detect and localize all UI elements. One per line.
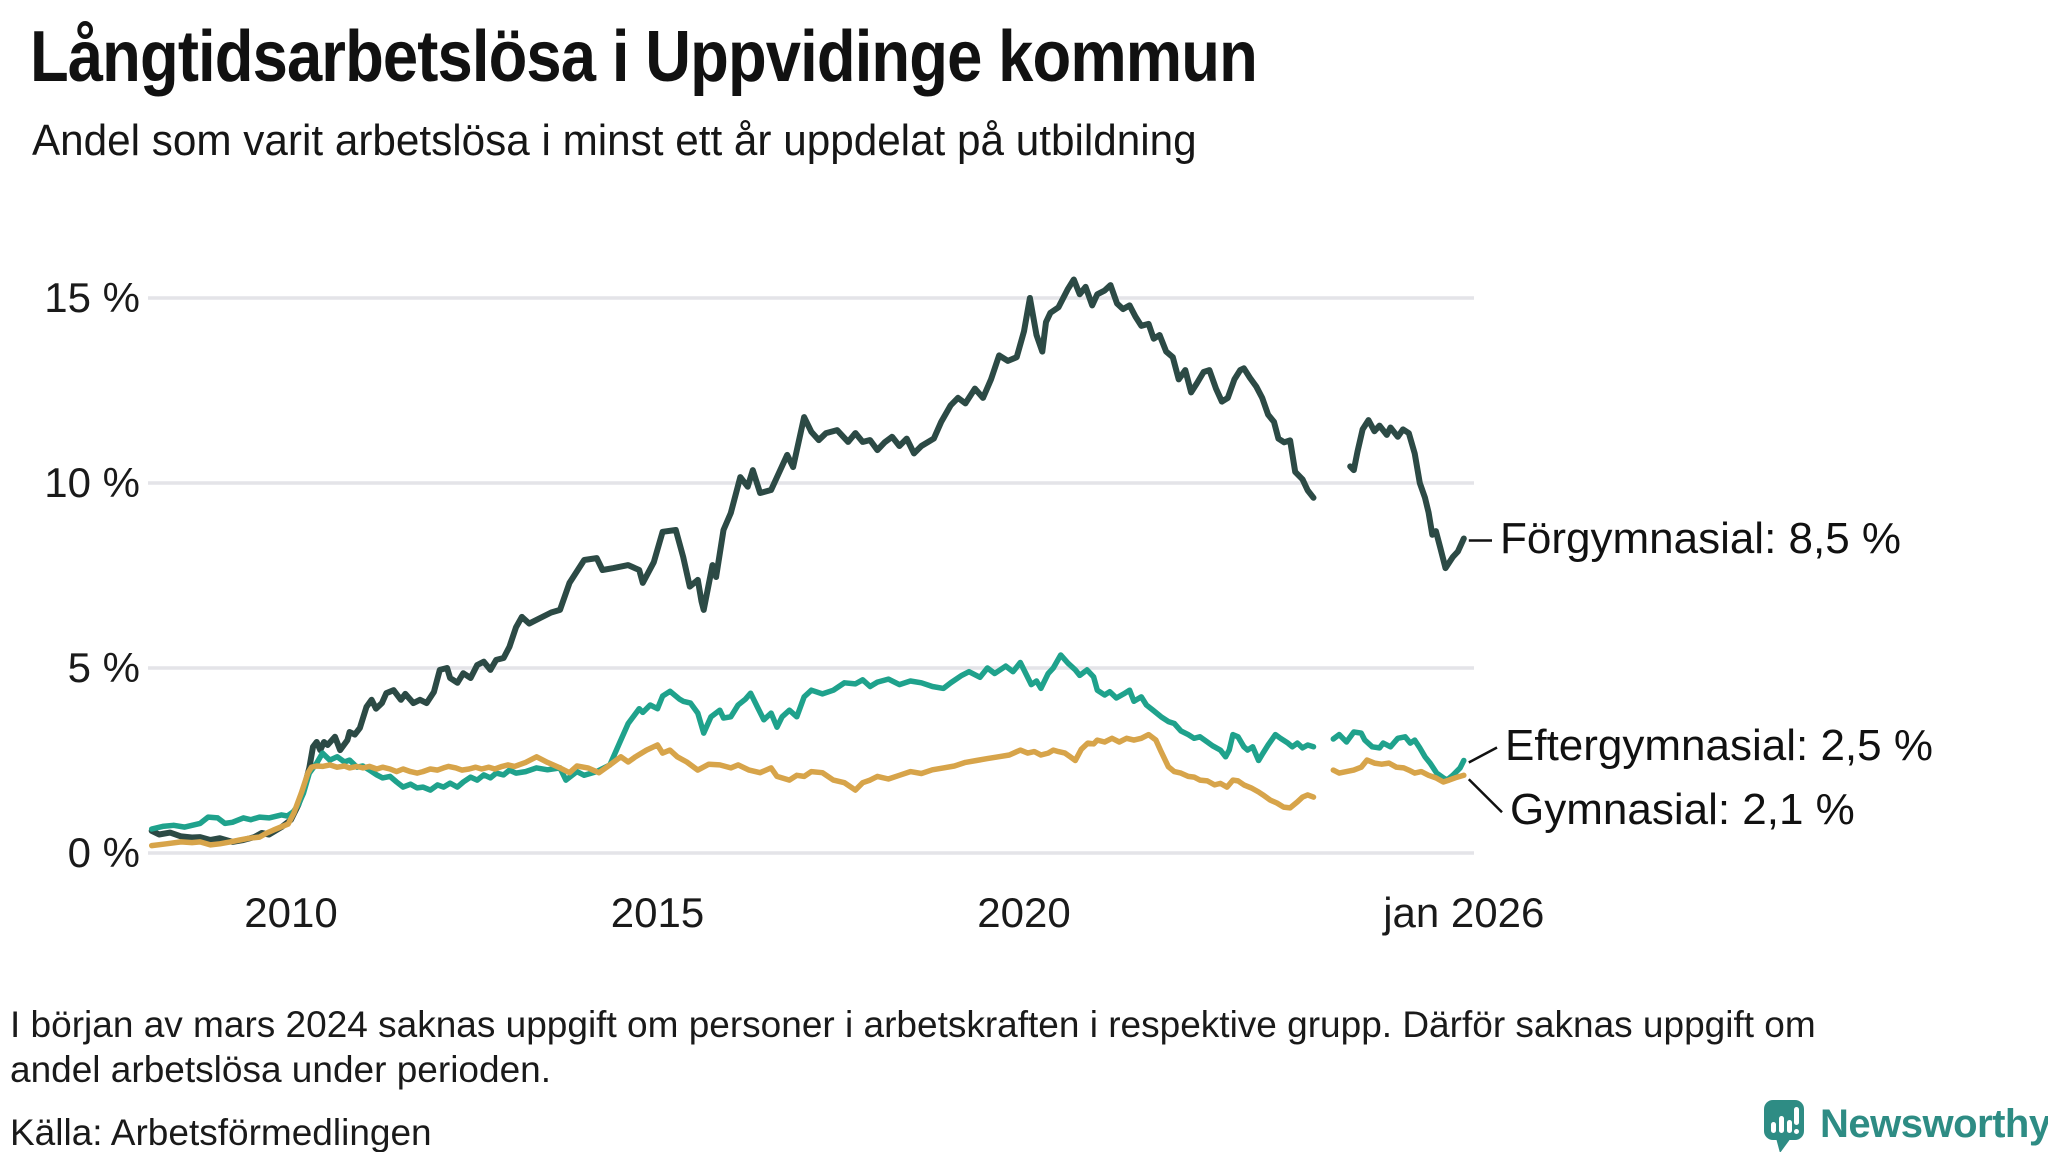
- source-note: Källa: Arbetsförmedlingen: [10, 1112, 432, 1152]
- label-leader-gymnasial: [1467, 778, 1503, 814]
- x-tick-label-2015: 2015: [610, 889, 705, 936]
- series-line-förgymnasial: [148, 276, 1317, 845]
- footnote: I början av mars 2024 saknas uppgift om …: [10, 1002, 1816, 1092]
- y-tick-label-5: 5 %: [67, 644, 140, 691]
- series-line-gymnasial: [148, 731, 1317, 849]
- newsworthy-logo: Newsworthy: [1764, 1100, 2048, 1152]
- series-end-label-eftergymnasial: Eftergymnasial: 2,5 %: [1505, 720, 1933, 770]
- newsworthy-bar-chart-icon: [1764, 1100, 1804, 1152]
- series-end-label-gymnasial: Gymnasial: 2,1 %: [1510, 785, 1855, 835]
- series-end-label-förgymnasial: Förgymnasial: 8,5 %: [1500, 513, 1902, 563]
- page-subtitle: Andel som varit arbetslösa i minst ett å…: [32, 116, 1197, 165]
- y-tick-label-15: 15 %: [44, 274, 140, 321]
- x-tick-label-jan-2026: jan 2026: [1383, 889, 1545, 936]
- y-tick-label-0: 0 %: [67, 829, 140, 876]
- series-line-förgymnasial: [1347, 417, 1467, 572]
- page-title: Långtidsarbetslösa i Uppvidinge kommun: [30, 17, 1258, 97]
- footnote-line-1: I början av mars 2024 saknas uppgift om …: [10, 1004, 1816, 1045]
- x-tick-label-2020: 2020: [977, 889, 1071, 936]
- x-tick-label-2010: 2010: [244, 889, 338, 936]
- series-line-gymnasial: [1330, 757, 1467, 785]
- footnote-line-2: andel arbetslösa under perioden.: [10, 1049, 551, 1090]
- y-tick-label-10: 10 %: [44, 459, 140, 506]
- label-leader-eftergymnasial: [1468, 746, 1498, 764]
- newsworthy-logo-text: Newsworthy: [1820, 1101, 2048, 1146]
- series-line-eftergymnasial: [1330, 729, 1467, 783]
